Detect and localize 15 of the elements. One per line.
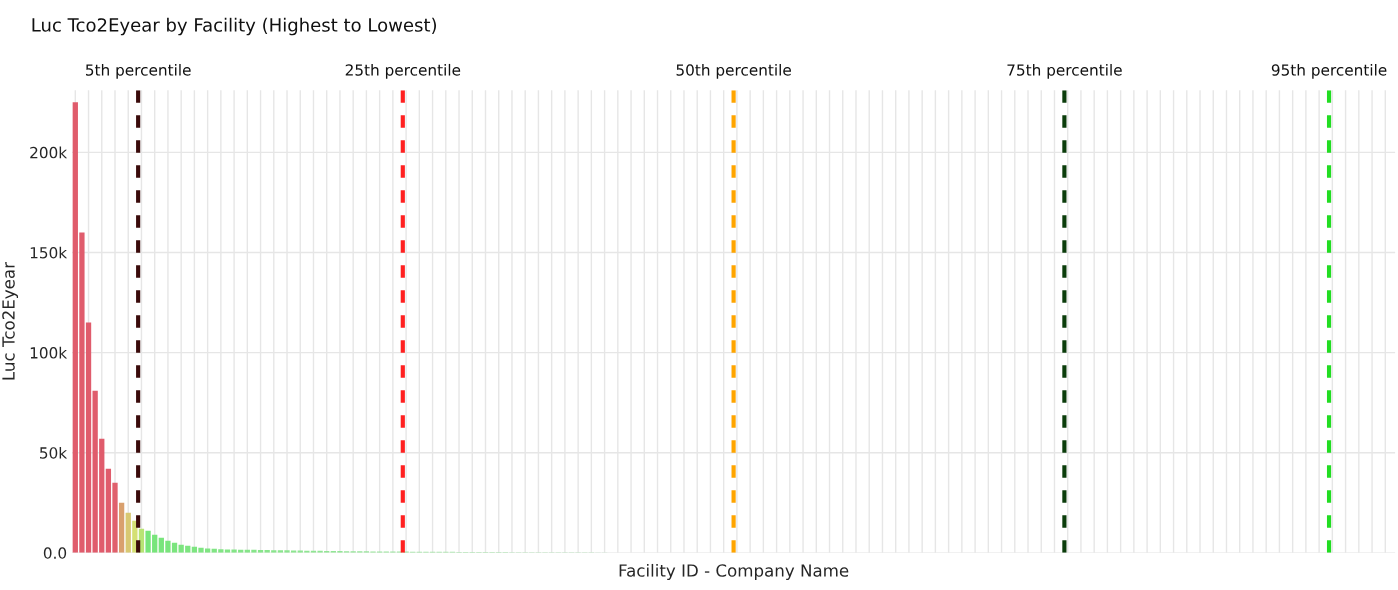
y-tick-label: 200k xyxy=(30,146,68,159)
y-tick-label: 150k xyxy=(30,246,68,259)
text: 5th percentile xyxy=(86,63,191,79)
text: 50th percentile xyxy=(676,63,791,79)
chart-title: Luc Tco2Eyear by Facility (Highest to Lowest) xyxy=(32,17,437,36)
text: 95th percentile xyxy=(1271,63,1387,79)
y-axis-title: Luc Tco2Eyear xyxy=(2,262,19,380)
x-axis-title: Facility ID - Company Name xyxy=(619,563,849,581)
y-tick-label: 0.0 xyxy=(43,547,67,559)
text: 25th percentile xyxy=(345,63,461,79)
y-tick-label: 50k xyxy=(40,446,68,459)
text: 75th percentile xyxy=(1007,63,1122,79)
bar xyxy=(125,512,131,553)
y-tick-label: 100k xyxy=(30,346,68,359)
bar xyxy=(118,502,125,553)
